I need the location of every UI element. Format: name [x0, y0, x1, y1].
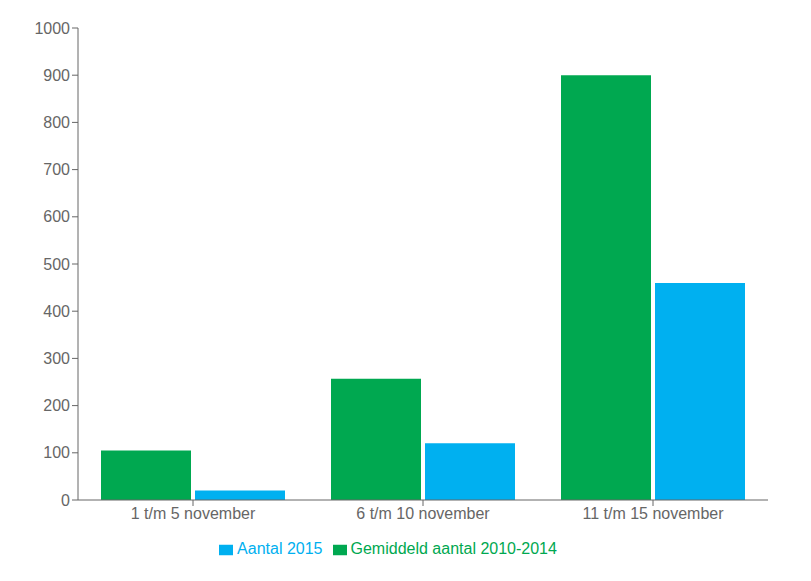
- svg-text:200: 200: [43, 397, 70, 414]
- svg-text:700: 700: [43, 161, 70, 178]
- svg-text:1000: 1000: [34, 20, 70, 37]
- html-text:Aantal 2015: Aantal 2015: [237, 540, 323, 557]
- html-text:Gemiddeld aantal 2010-2014: Gemiddeld aantal 2010-2014: [350, 540, 557, 557]
- svg-text:100: 100: [43, 444, 70, 461]
- svg-text:1 t/m 5 november: 1 t/m 5 november: [131, 505, 256, 522]
- svg-text:400: 400: [43, 303, 70, 320]
- svg-text:600: 600: [43, 208, 70, 225]
- svg-text:11 t/m 15 november: 11 t/m 15 november: [582, 505, 724, 522]
- svg-text:500: 500: [43, 256, 70, 273]
- svg-text:6 t/m 10 november: 6 t/m 10 november: [356, 505, 490, 522]
- svg-text:300: 300: [43, 350, 70, 367]
- svg-text:800: 800: [43, 114, 70, 131]
- svg-text:0: 0: [61, 492, 70, 509]
- svg-text:900: 900: [43, 67, 70, 84]
